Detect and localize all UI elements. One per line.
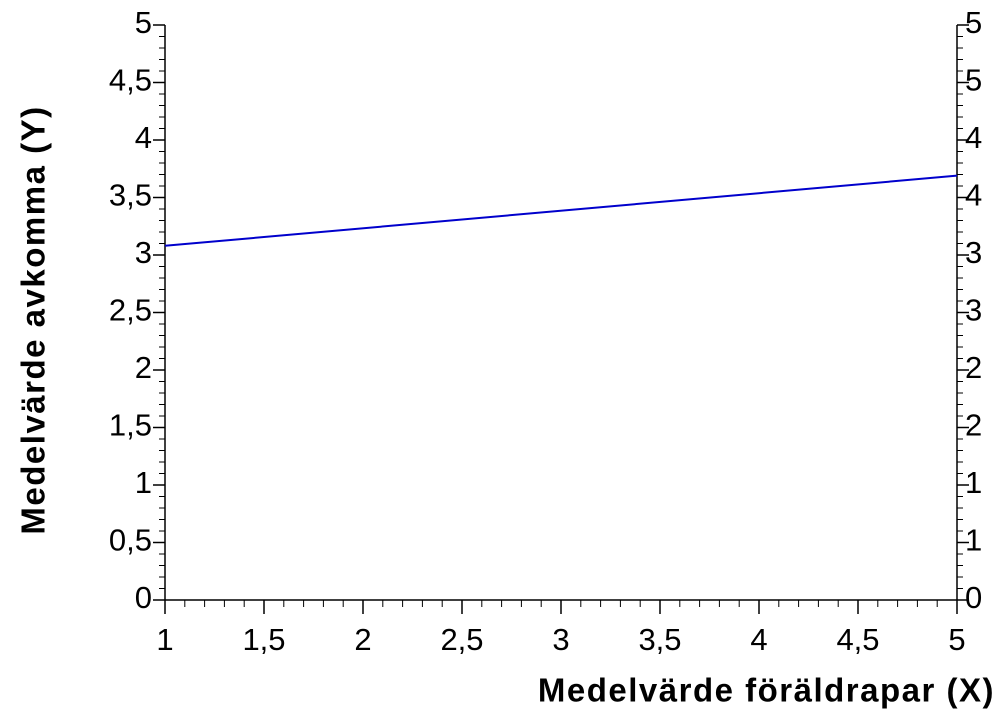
y-tick-label: 1 (135, 465, 152, 500)
y-tick-label: 5 (135, 5, 152, 40)
y-tick-label: 4,5 (109, 63, 152, 98)
y2-tick-label: 0 (965, 580, 982, 615)
y-tick-label: 2,5 (109, 293, 152, 328)
y-tick-label: 2 (135, 350, 152, 385)
x-tick-label: 3 (552, 622, 569, 657)
y2-tick-label: 2 (965, 408, 982, 443)
x-tick-label: 3,5 (638, 622, 681, 657)
x-tick-label: 1 (156, 622, 173, 657)
x-tick-label: 4 (750, 622, 767, 657)
y-tick-label: 4 (135, 120, 152, 155)
x-tick-label: 5 (948, 622, 965, 657)
y-tick-label: 3,5 (109, 178, 152, 213)
y2-tick-label: 5 (965, 63, 982, 98)
x-tick-label: 2,5 (440, 622, 483, 657)
line-series (164, 174, 958, 247)
x-axis-label: Medelvärde föräldrapar (X) (538, 672, 995, 709)
y2-tick-label: 1 (965, 523, 982, 558)
x-tick-label: 1,5 (242, 622, 285, 657)
y2-tick-label: 1 (965, 465, 982, 500)
y2-tick-label: 4 (965, 120, 982, 155)
y-tick-labels: 0 0,5 1 1,5 2 2,5 3 3,5 4 4,5 5 (109, 5, 152, 615)
y2-tick-label: 4 (965, 178, 982, 213)
y2-tick-label: 3 (965, 235, 982, 270)
y-tick-label: 3 (135, 235, 152, 270)
y-tick-label: 0,5 (109, 523, 152, 558)
y2-tick-label: 3 (965, 293, 982, 328)
y-tick-label: 1,5 (109, 408, 152, 443)
y2-tick-label: 5 (965, 5, 982, 40)
y-tick-label: 0 (135, 580, 152, 615)
x-tick-label: 4,5 (836, 622, 879, 657)
x-tick-label: 2 (354, 622, 371, 657)
y-axis-label: Medelvärde avkomma (Y) (15, 105, 52, 534)
y2-tick-label: 2 (965, 350, 982, 385)
